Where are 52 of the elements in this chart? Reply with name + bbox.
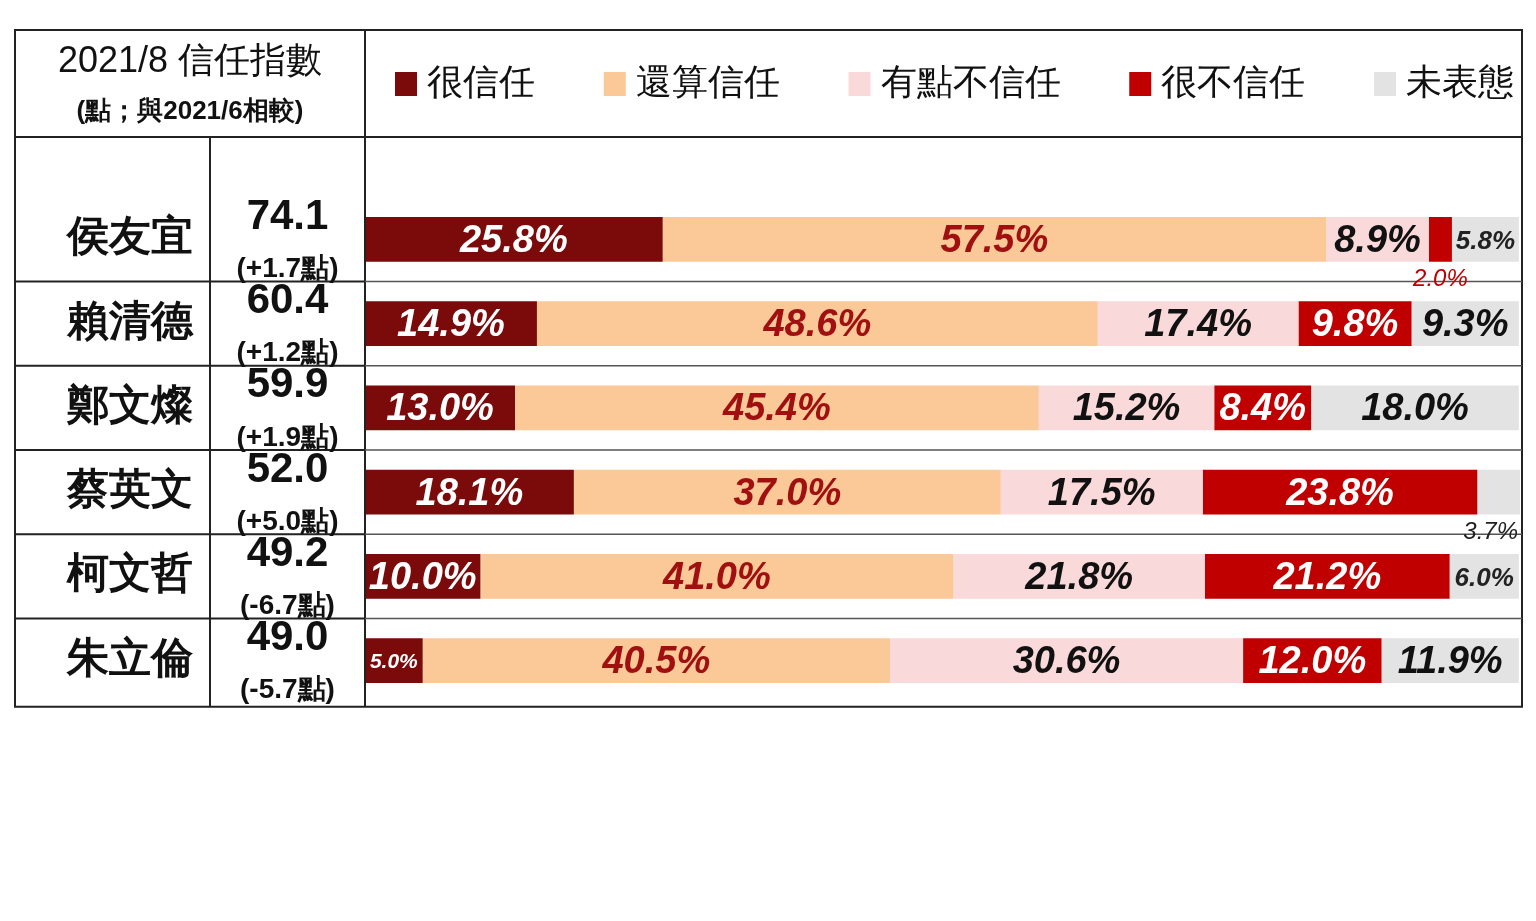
bar <box>422 638 890 683</box>
data-label: 5.0% <box>369 649 419 673</box>
data-label: 8.9% <box>1334 217 1421 260</box>
text: 74.1 <box>246 190 329 238</box>
y-tick-label: 賴清德 <box>66 295 194 345</box>
y-tick-label: 朱立倫 <box>66 632 194 682</box>
data-label: 48.6% <box>762 302 872 345</box>
bar <box>1477 469 1520 515</box>
data-label: 17.4% <box>1144 302 1252 345</box>
data-label: 21.8% <box>1024 554 1134 597</box>
data-label: 6.0% <box>1454 561 1514 592</box>
bar <box>890 638 1244 683</box>
data-label: 11.9% <box>1397 639 1503 682</box>
legend-label: 很信任 <box>427 60 535 102</box>
data-label: 25.8% <box>458 217 568 260</box>
data-label: 10.0% <box>368 554 477 597</box>
bar <box>573 469 1001 515</box>
data-label: 57.5% <box>940 217 1049 260</box>
y-tick-label: 侯友宜 <box>65 211 193 261</box>
bar <box>515 385 1039 431</box>
bar <box>536 301 1098 346</box>
data-label: 41.0% <box>662 554 771 597</box>
data-label: 18.1% <box>415 470 524 513</box>
data-label: 9.3% <box>1421 302 1509 345</box>
data-label: 13.0% <box>386 386 494 429</box>
data-label: 9.8% <box>1311 302 1399 345</box>
y-tick-label: 蔡英文 <box>66 464 193 514</box>
data-label: 18.0% <box>1361 386 1469 429</box>
chart-subtitle: (點；與2021/6相較) <box>76 95 304 126</box>
data-label: 23.8% <box>1285 470 1394 513</box>
data-label: 30.6% <box>1012 639 1121 682</box>
data-label: 12.0% <box>1258 639 1367 682</box>
data-label: 17.5% <box>1047 470 1156 513</box>
legend-label: 未表態 <box>1406 60 1514 102</box>
data-label: 37.0% <box>733 470 842 513</box>
data-label: 21.2% <box>1272 554 1382 597</box>
y-tick-label: 鄭文燦 <box>66 379 193 429</box>
data-label: 8.4% <box>1219 386 1306 429</box>
data-label: 40.5% <box>601 639 711 682</box>
text: (-5.7點) <box>240 673 335 705</box>
data-label: 15.2% <box>1072 386 1181 429</box>
bar <box>662 217 1327 262</box>
legend-label: 很不信任 <box>1161 60 1306 102</box>
data-label: 14.9% <box>397 302 505 345</box>
legend-label: 還算信任 <box>635 60 780 102</box>
y-tick-label: 柯文哲 <box>66 548 193 598</box>
data-label: 45.4% <box>722 386 831 429</box>
bar <box>480 554 954 599</box>
bar <box>1428 217 1452 262</box>
data-label: 5.8% <box>1455 224 1516 255</box>
legend-label: 有點不信任 <box>880 60 1061 102</box>
chart-title: 2021/8 信任指數 <box>57 38 323 80</box>
